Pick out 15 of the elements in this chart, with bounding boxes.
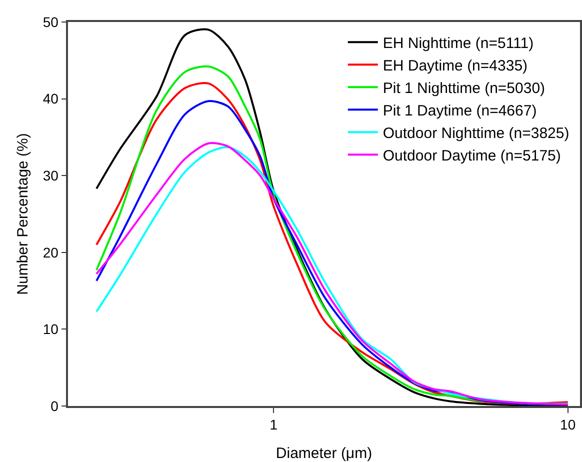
legend-label: Outdoor Nighttime (n=3825) xyxy=(382,124,570,142)
legend-label: EH Daytime (n=4335) xyxy=(382,57,528,74)
y-tick-label: 20 xyxy=(42,244,59,260)
y-axis-title: Number Percentage (%) xyxy=(14,133,32,295)
legend-label: EH Nighttime (n=5111) xyxy=(382,34,534,52)
legend-label: Pit 1 Nighttime (n=5030) xyxy=(382,80,546,97)
x-tick-label: 1 xyxy=(270,416,278,433)
legend-label: Pit 1 Daytime (n=4667) xyxy=(382,102,537,120)
y-tick-label: 30 xyxy=(42,168,59,184)
y-tick-label: 10 xyxy=(42,321,59,338)
y-tick-label: 40 xyxy=(42,90,59,107)
x-axis-title: Diameter (μm) xyxy=(276,445,372,462)
legend-label: Outdoor Daytime (n=5175) xyxy=(382,147,561,164)
y-tick-label: 0 xyxy=(50,398,59,414)
y-tick-label: 50 xyxy=(42,14,59,30)
